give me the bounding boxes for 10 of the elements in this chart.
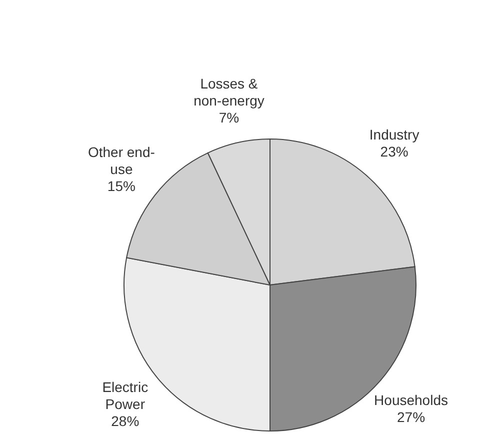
data-label: 7% [218, 109, 240, 126]
data-label: 15% [107, 177, 136, 194]
slice-label: Losses & non-energy [194, 75, 264, 108]
slice-label: Industry [369, 126, 420, 142]
slice-label: Households [374, 392, 448, 408]
slice-label: Electric Power [102, 378, 148, 412]
data-label: 27% [397, 408, 426, 425]
data-label: 23% [380, 143, 408, 160]
data-label: 28% [111, 412, 140, 429]
slice-label: Other end-use [88, 143, 156, 176]
